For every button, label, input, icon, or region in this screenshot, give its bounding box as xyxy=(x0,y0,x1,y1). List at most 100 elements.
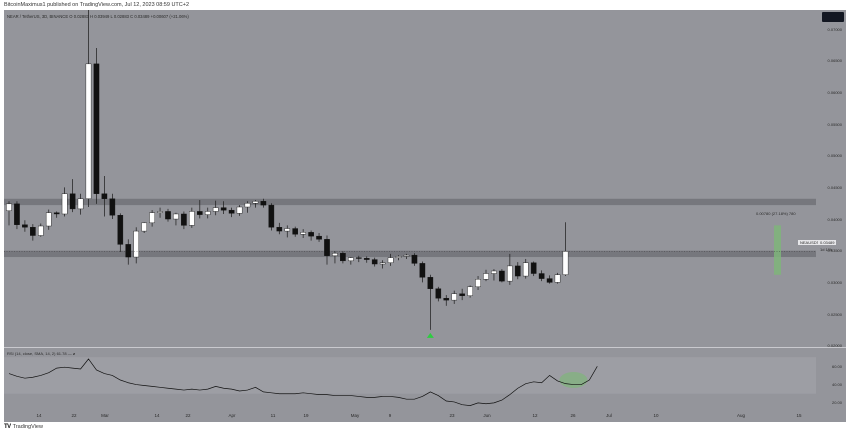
candle-body xyxy=(236,206,243,214)
price-tick-label: 0.06500 xyxy=(827,58,842,64)
price-tick-label: 0.04000 xyxy=(827,216,842,222)
candle-body xyxy=(530,262,537,274)
candle-body xyxy=(181,213,187,226)
candle-body xyxy=(515,265,521,277)
candle-body xyxy=(93,63,100,194)
time-tick-label: Aug xyxy=(736,413,746,418)
time-tick-label: 26 xyxy=(570,413,576,418)
candle-body xyxy=(141,222,147,232)
time-tick-label: 10 xyxy=(653,413,659,418)
time-tick-label: 14 xyxy=(36,413,42,418)
candle-body xyxy=(538,273,545,279)
price-legend: NEAR / TetherUS, 3D, BINANCE O 0.02883 H… xyxy=(7,14,189,19)
candle-body xyxy=(316,235,322,240)
candle-body xyxy=(189,211,195,226)
candle-body xyxy=(30,227,36,236)
price-tick-label: 0.06000 xyxy=(827,89,842,95)
candle-body xyxy=(348,257,354,262)
candle-body xyxy=(109,198,116,216)
time-tick-label: 15 xyxy=(796,413,802,418)
candle-body xyxy=(499,270,505,282)
time-tick-label: 22 xyxy=(185,413,191,418)
candle-body xyxy=(6,203,12,212)
time-tick-label: 22 xyxy=(71,413,77,418)
candle-body xyxy=(546,278,553,283)
candle-body xyxy=(467,286,473,296)
time-tick-label: 14 xyxy=(154,413,160,418)
candle-body xyxy=(522,262,529,277)
chart-frame: NEAR / TetherUS, 3D, BINANCE O 0.02883 H… xyxy=(4,10,846,422)
candle-body xyxy=(435,288,442,299)
price-tick-label: 0.04500 xyxy=(827,184,842,190)
price-tick-label: 0.05500 xyxy=(827,121,842,127)
candle-body xyxy=(22,224,28,228)
price-tick-label: 0.02000 xyxy=(827,343,842,349)
candle-body xyxy=(308,232,314,237)
candle-body xyxy=(284,228,291,232)
resistance-band-0 xyxy=(4,198,816,206)
candle-body xyxy=(459,293,465,296)
candle-body xyxy=(212,207,219,212)
candle-body xyxy=(340,253,346,262)
price-tick-label: 0.03000 xyxy=(827,279,842,285)
price-tick-label: 0.07000 xyxy=(827,26,842,32)
candle-body xyxy=(173,213,179,220)
candle-body xyxy=(371,259,378,265)
price-tick-label: 0.02500 xyxy=(827,311,842,317)
time-tick-label: Mar xyxy=(101,413,109,418)
footer-brand: TV TradingView xyxy=(4,424,43,430)
candle-body xyxy=(300,232,306,235)
candle-body xyxy=(165,211,171,220)
price-tick-label: 0.05000 xyxy=(827,153,842,159)
candle-body xyxy=(133,230,140,258)
candle-body xyxy=(204,211,211,215)
candle-body xyxy=(45,212,52,227)
time-tick-label: 11 xyxy=(270,413,276,418)
candle-body xyxy=(14,203,20,225)
candle-body xyxy=(419,263,426,278)
candle-body xyxy=(77,198,84,210)
time-axis[interactable]: 14 22 Mar 14 22 Apr 11 19 May 9 23 Jun 12 26 Jul 10 Aug 1… xyxy=(4,412,846,422)
price-pane[interactable]: NEAR / TetherUS, 3D, BINANCE O 0.02883 H… xyxy=(4,10,846,347)
candle-body xyxy=(149,212,155,224)
time-tick-label: Jun xyxy=(483,413,491,418)
candle-body xyxy=(220,207,227,211)
measure-label: 0.00780 (27.18%) 780 xyxy=(756,211,796,217)
candle-body xyxy=(451,293,458,301)
price-chart-svg xyxy=(4,10,816,338)
candle-body xyxy=(85,63,92,199)
candle-body xyxy=(387,257,394,263)
candle-body xyxy=(427,277,434,289)
candle-body xyxy=(507,265,513,282)
candle-body xyxy=(260,201,267,206)
time-tick-label: Apr xyxy=(228,413,236,418)
candle-body xyxy=(196,211,203,215)
last-price-tag: 0.03489 xyxy=(818,240,837,246)
publisher-header: BitcoinMaximus1 published on TradingView… xyxy=(4,2,190,8)
rsi-tick-label: 40.00 xyxy=(831,382,842,388)
candle-body xyxy=(157,211,163,213)
candle-body xyxy=(101,193,108,199)
footer-brand-text: TradingView xyxy=(12,424,43,430)
toolbar-corner-button[interactable] xyxy=(822,12,844,22)
candle-body xyxy=(403,254,410,257)
tradingview-logo-icon: TV xyxy=(4,424,11,430)
time-tick-label: 12 xyxy=(532,413,538,418)
candle-body xyxy=(61,193,68,215)
rsi-pane[interactable]: RSI (14, close, SMA, 14, 2) 61.78 — ø xyxy=(4,348,846,412)
candle-body xyxy=(125,244,132,258)
candle-body xyxy=(292,228,299,235)
candle-body xyxy=(117,215,124,245)
candle-body xyxy=(244,203,251,208)
price-axis[interactable]: 0.07000 0.06500 0.06000 0.05500 0.05000 0.045… xyxy=(816,10,846,412)
candle-body xyxy=(363,258,370,260)
rsi-band xyxy=(4,357,816,394)
candle-body xyxy=(276,227,283,232)
measure-box xyxy=(774,225,781,275)
resistance-band-1 xyxy=(4,250,816,258)
time-tick-label: 9 xyxy=(388,413,392,418)
candle-body xyxy=(228,209,235,214)
candle-body xyxy=(332,253,338,256)
pane-separator[interactable] xyxy=(4,347,846,348)
time-tick-label: 23 xyxy=(449,413,455,418)
